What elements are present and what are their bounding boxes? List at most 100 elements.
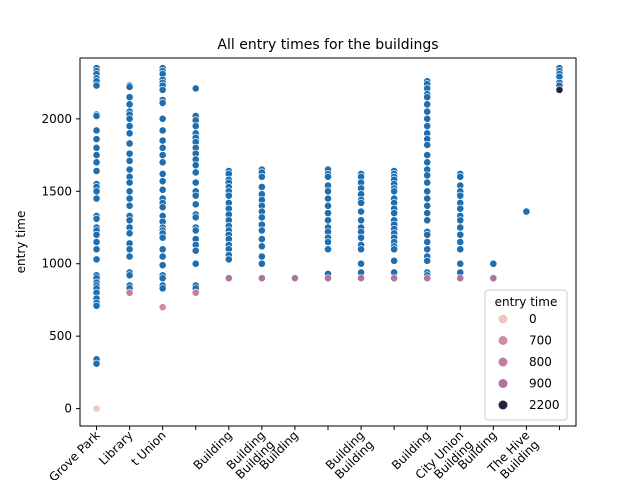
data-point xyxy=(324,187,332,196)
data-point xyxy=(357,259,365,268)
data-point xyxy=(456,259,465,268)
data-point xyxy=(125,165,134,174)
data-point xyxy=(125,216,134,225)
data-point xyxy=(125,178,134,187)
data-point xyxy=(158,126,167,135)
data-point xyxy=(158,158,167,167)
data-point xyxy=(224,255,233,264)
data-point xyxy=(158,177,167,186)
y-tick-label: 500 xyxy=(49,329,72,343)
data-point xyxy=(92,301,101,310)
legend-marker xyxy=(498,314,508,324)
data-point xyxy=(257,252,266,261)
legend-label: 2200 xyxy=(529,398,560,412)
data-point-highlight xyxy=(257,274,266,283)
x-tick-label-line: Library xyxy=(96,428,136,468)
data-point xyxy=(357,233,365,242)
data-point xyxy=(324,216,332,225)
data-point xyxy=(224,191,233,200)
data-point-highlight xyxy=(357,274,365,283)
data-point xyxy=(257,172,266,181)
data-point xyxy=(158,261,167,270)
x-tick-label: Grove Park xyxy=(46,428,102,480)
data-point xyxy=(423,187,432,196)
data-point xyxy=(158,185,167,194)
data-point xyxy=(125,252,134,261)
data-point xyxy=(423,114,432,123)
data-point xyxy=(158,274,167,283)
data-point xyxy=(125,187,134,196)
data-point xyxy=(423,141,432,149)
data-point xyxy=(158,114,167,123)
data-point xyxy=(456,216,465,225)
legend-marker xyxy=(498,357,508,367)
x-tick-label-line: Grove Park xyxy=(46,428,102,480)
data-point-highlight xyxy=(456,274,465,283)
data-point xyxy=(191,226,200,235)
data-point xyxy=(324,238,332,246)
data-point xyxy=(423,209,432,217)
data-point xyxy=(357,216,365,225)
data-point xyxy=(423,178,432,187)
data-point xyxy=(158,136,167,145)
y-tick-label: 0 xyxy=(64,402,72,416)
legend-title: entry time xyxy=(495,295,558,309)
data-point xyxy=(92,126,101,135)
data-point xyxy=(456,230,465,239)
data-point xyxy=(92,167,101,175)
legend-label: 900 xyxy=(529,377,552,391)
data-point xyxy=(423,122,432,130)
data-point xyxy=(125,149,134,158)
data-point-highlight xyxy=(555,85,564,94)
data-point xyxy=(423,100,432,109)
data-point xyxy=(191,84,200,93)
y-axis-ticks: 0 500 1000 1500 2000 xyxy=(41,112,80,416)
data-point xyxy=(158,252,167,261)
x-tick-label: BuildingBuilding xyxy=(323,428,377,480)
legend-marker xyxy=(498,379,508,388)
data-point xyxy=(324,201,332,210)
data-point xyxy=(125,271,134,280)
data-point xyxy=(390,245,399,254)
legend-label: 0 xyxy=(529,312,537,326)
data-point xyxy=(357,198,365,207)
data-point xyxy=(423,238,432,246)
data-point xyxy=(456,191,465,200)
data-point xyxy=(257,242,266,251)
data-point xyxy=(92,245,101,254)
data-point xyxy=(158,233,167,242)
data-point xyxy=(191,161,200,170)
data-point-highlight xyxy=(291,274,299,283)
data-point xyxy=(423,201,432,210)
data-point xyxy=(324,209,332,217)
data-point xyxy=(390,256,399,265)
data-point xyxy=(158,284,167,293)
data-point xyxy=(191,168,200,177)
data-point xyxy=(191,246,200,255)
legend-marker xyxy=(498,336,508,345)
data-point xyxy=(456,245,465,254)
data-point xyxy=(191,259,200,268)
data-point xyxy=(125,114,134,123)
data-points xyxy=(92,64,564,413)
data-point xyxy=(92,238,101,246)
data-point xyxy=(92,135,101,144)
data-point xyxy=(125,93,134,102)
data-point xyxy=(158,85,167,94)
data-point xyxy=(257,259,266,268)
data-point xyxy=(191,200,200,209)
data-point xyxy=(125,229,134,238)
data-point xyxy=(158,151,167,159)
data-point xyxy=(92,230,101,239)
data-point xyxy=(456,204,465,213)
data-point xyxy=(92,158,101,167)
data-point xyxy=(390,209,399,217)
legend-label: 800 xyxy=(529,355,552,369)
data-point xyxy=(92,81,101,90)
data-point xyxy=(125,129,134,138)
data-point xyxy=(125,139,134,148)
data-point xyxy=(324,194,332,203)
data-point-highlight xyxy=(125,288,134,297)
x-tick-label: Library xyxy=(96,428,136,468)
data-point xyxy=(423,151,432,159)
